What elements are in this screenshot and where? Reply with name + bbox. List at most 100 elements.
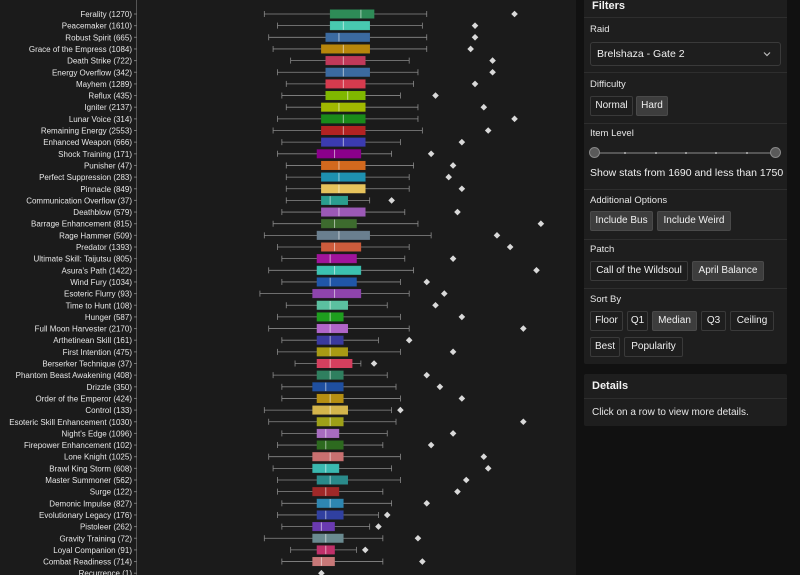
category-label[interactable]: Pistoleer (262) [80,523,132,532]
category-label[interactable]: Wind Fury (1034) [70,278,132,287]
category-label[interactable]: Reflux (435) [88,92,132,101]
chart-row[interactable]: Firepower Enhancement (102) [24,440,435,450]
category-label[interactable]: Loyal Companion (91) [53,546,132,555]
chart-row[interactable]: Punisher (47) [84,160,457,170]
category-label[interactable]: Arthetinean Skill (161) [53,336,132,345]
patch-april-balance-button[interactable]: April Balance [692,261,764,281]
category-label[interactable]: Rage Hammer (509) [59,231,132,240]
category-label[interactable]: Hunger (587) [85,313,132,322]
chart-row[interactable]: Shock Training (171) [58,149,435,159]
sort-ceiling-button[interactable]: Ceiling [730,311,774,331]
category-label[interactable]: Esoteric Skill Enhancement (1030) [9,418,132,427]
chart-row[interactable]: Brawl King Storm (608) [49,463,492,473]
chart-row[interactable]: Demonic Impulse (827) [49,498,431,508]
chart-row[interactable]: Surge (122) [90,487,461,497]
chart-row[interactable]: Lunar Voice (314) [69,114,518,124]
category-label[interactable]: Recurrence (1) [79,569,133,575]
category-label[interactable]: Gravity Training (72) [60,534,133,543]
chart-row[interactable]: Night's Edge (1096) [62,428,457,438]
chart-row[interactable]: Remaining Energy (2553) [41,126,492,136]
chart-row[interactable]: Peacemaker (1610) [62,21,479,31]
category-label[interactable]: Energy Overflow (342) [52,68,132,77]
category-label[interactable]: Pinnacle (849) [80,185,132,194]
chart-row[interactable]: Perfect Suppression (283) [39,172,452,182]
slider-min-thumb[interactable] [589,147,600,158]
category-label[interactable]: Time to Hunt (108) [66,301,133,310]
sort-best-button[interactable]: Best [590,337,620,357]
category-label[interactable]: Punisher (47) [84,161,132,170]
category-label[interactable]: Perfect Suppression (283) [39,173,132,182]
chart-row[interactable]: Energy Overflow (342) [52,67,496,77]
category-label[interactable]: Night's Edge (1096) [62,429,133,438]
category-label[interactable]: Combat Readiness (714) [43,558,132,567]
chart-row[interactable]: Lone Knight (1025) [64,452,488,462]
chart-row[interactable]: Arthetinean Skill (161) [53,335,413,345]
slider-max-thumb[interactable] [770,147,781,158]
chart-row[interactable]: Full Moon Harvester (2170) [35,324,527,334]
chart-row[interactable]: Loyal Companion (91) [53,545,369,555]
category-label[interactable]: Lone Knight (1025) [64,453,132,462]
sort-floor-button[interactable]: Floor [590,311,623,331]
category-label[interactable]: Robust Spirit (665) [65,33,132,42]
chart-row[interactable]: Ultimate Skill: Taijutsu (805) [33,254,457,264]
chart-row[interactable]: Esoteric Skill Enhancement (1030) [9,417,527,427]
category-label[interactable]: Shock Training (171) [58,150,132,159]
category-label[interactable]: Peacemaker (1610) [62,22,133,31]
category-label[interactable]: Firepower Enhancement (102) [24,441,132,450]
category-label[interactable]: Ultimate Skill: Taijutsu (805) [33,255,132,264]
category-label[interactable]: Lunar Voice (314) [69,115,132,124]
chart-row[interactable]: Pinnacle (849) [80,184,466,194]
chart-row[interactable]: Combat Readiness (714) [43,557,426,567]
category-label[interactable]: Death Strike (722) [67,57,132,66]
category-label[interactable]: Berserker Technique (37) [42,360,132,369]
category-label[interactable]: Demonic Impulse (827) [49,499,132,508]
category-label[interactable]: Brawl King Storm (608) [49,464,132,473]
sort-popularity-button[interactable]: Popularity [624,337,683,357]
chart-row[interactable]: Esoteric Flurry (93) [64,289,448,299]
raid-select[interactable]: Brelshaza - Gate 2 [590,42,781,66]
sort-q3-button[interactable]: Q3 [701,311,726,331]
chart-row[interactable]: Igniter (2137) [84,102,488,112]
chart-row[interactable]: Recurrence (1) [79,569,325,575]
category-label[interactable]: Phantom Beast Awakening (408) [16,371,133,380]
category-label[interactable]: Drizzle (350) [87,383,133,392]
category-label[interactable]: Asura's Path (1422) [62,266,133,275]
category-label[interactable]: Esoteric Flurry (93) [64,290,132,299]
include-weird-toggle[interactable]: Include Weird [657,211,731,231]
chart-row[interactable]: Pistoleer (262) [80,522,382,532]
category-label[interactable]: Surge (122) [90,488,133,497]
chart-row[interactable]: First Intention (475) [63,347,457,357]
chart-row[interactable]: Hunger (587) [85,312,466,322]
category-label[interactable]: Full Moon Harvester (2170) [35,325,133,334]
chart-row[interactable]: Control (133) [85,405,404,415]
chart-row[interactable]: Rage Hammer (509) [59,230,501,240]
category-label[interactable]: Evolutionary Legacy (176) [39,511,132,520]
chart-row[interactable]: Master Summoner (562) [45,475,470,485]
chart-row[interactable]: Barrage Enhancement (815) [31,219,545,229]
category-label[interactable]: Barrage Enhancement (815) [31,220,132,229]
chart-row[interactable]: Gravity Training (72) [60,533,422,543]
category-label[interactable]: Communication Overflow (37) [26,196,132,205]
chart-row[interactable]: Robust Spirit (665) [65,32,479,42]
category-label[interactable]: Master Summoner (562) [45,476,132,485]
category-label[interactable]: Grace of the Empress (1084) [29,45,132,54]
category-label[interactable]: Control (133) [85,406,132,415]
chart-row[interactable]: Evolutionary Legacy (176) [39,510,391,520]
sort-median-button[interactable]: Median [652,311,697,331]
chart-row[interactable]: Communication Overflow (37) [26,195,395,205]
chart-row[interactable]: Phantom Beast Awakening (408) [16,370,431,380]
chart-row[interactable]: Mayhem (1289) [76,79,479,89]
category-label[interactable]: Predator (1393) [76,243,132,252]
difficulty-normal-button[interactable]: Normal [590,96,633,116]
include-bus-toggle[interactable]: Include Bus [590,211,653,231]
category-label[interactable]: Remaining Energy (2553) [41,127,132,136]
category-label[interactable]: Deathblow (579) [73,208,132,217]
category-label[interactable]: Order of the Emperor (424) [36,394,133,403]
chart-row[interactable]: Death Strike (722) [67,56,496,66]
chart-row[interactable]: Predator (1393) [76,242,514,252]
sort-q1-button[interactable]: Q1 [627,311,648,331]
chart-row[interactable]: Berserker Technique (37) [42,359,378,369]
category-label[interactable]: Mayhem (1289) [76,80,132,89]
patch-call-of-the-wildsoul-button[interactable]: Call of the Wildsoul [590,261,688,281]
category-label[interactable]: Igniter (2137) [84,103,132,112]
